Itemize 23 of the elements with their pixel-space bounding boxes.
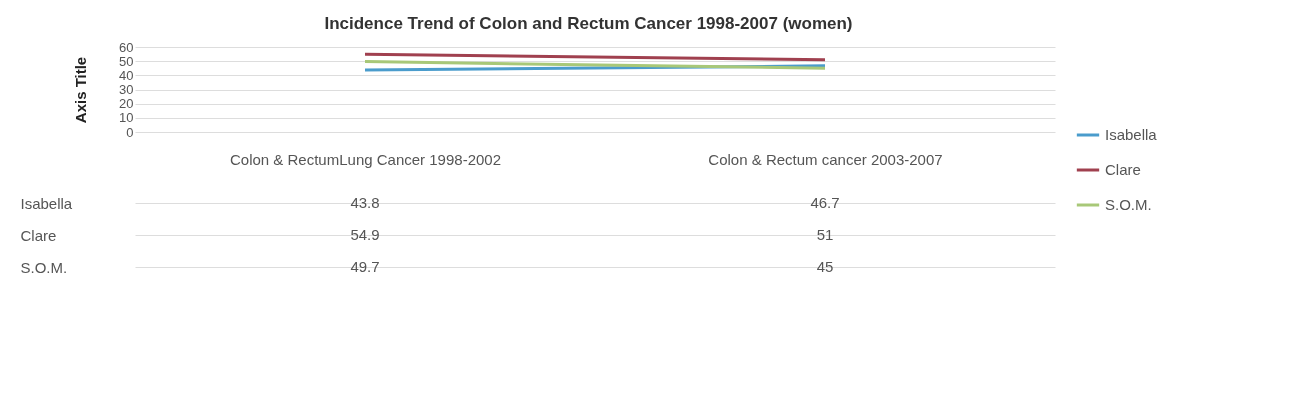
x-tick-label: Colon & Rectum cancer 2003-2007 bbox=[708, 150, 943, 168]
text: Clare bbox=[20, 226, 57, 244]
y-tick-label: 0 bbox=[126, 124, 134, 140]
y-tick-label: 50 bbox=[119, 53, 134, 69]
chart-title: Incidence Trend of Colon and Rectum Cancer 1998-2007 (women) bbox=[324, 14, 853, 33]
y-tick-label: 10 bbox=[119, 110, 134, 126]
legend-label: Clare bbox=[1105, 161, 1141, 178]
text: S.O.M. bbox=[20, 258, 68, 276]
y-tick-label: 40 bbox=[119, 67, 134, 83]
data-label: 54.9 bbox=[350, 226, 380, 243]
data-label: 43.8 bbox=[350, 194, 380, 211]
data-label: 51 bbox=[816, 226, 834, 243]
legend-label: S.O.M. bbox=[1105, 196, 1152, 213]
data-label: 49.7 bbox=[350, 258, 380, 275]
legend-label: Isabella bbox=[1105, 126, 1158, 143]
data-label: 46.7 bbox=[810, 194, 840, 211]
data-label: 45 bbox=[816, 258, 834, 275]
y-tick-label: 30 bbox=[119, 82, 134, 97]
y-axis-title: Axis Title bbox=[72, 56, 90, 124]
text: Isabella bbox=[20, 194, 73, 212]
x-tick-label: Colon & RectumLung Cancer 1998-2002 bbox=[229, 150, 502, 168]
y-tick-label: 20 bbox=[119, 96, 134, 112]
y-tick-label: 60 bbox=[119, 39, 134, 55]
